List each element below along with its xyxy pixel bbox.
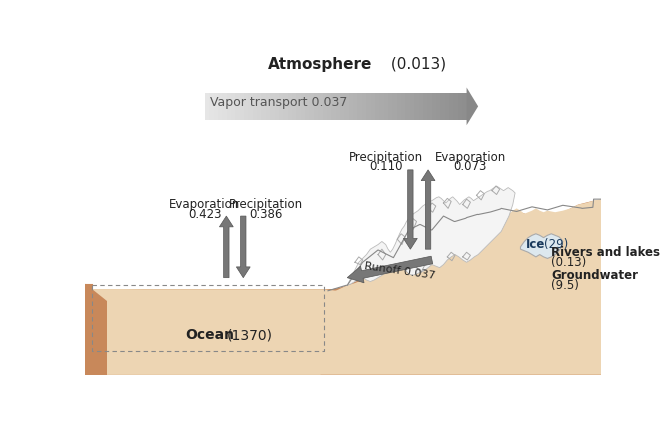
Polygon shape: [353, 93, 358, 120]
Polygon shape: [458, 93, 462, 120]
Polygon shape: [214, 93, 218, 120]
Polygon shape: [305, 93, 310, 120]
FancyArrow shape: [403, 170, 417, 249]
Polygon shape: [86, 359, 601, 375]
Polygon shape: [347, 186, 515, 285]
Polygon shape: [445, 93, 449, 120]
Polygon shape: [310, 93, 314, 120]
Polygon shape: [249, 93, 253, 120]
Polygon shape: [209, 93, 214, 120]
Text: Ocean: Ocean: [186, 328, 234, 342]
Polygon shape: [275, 93, 279, 120]
Text: (0.013): (0.013): [386, 57, 446, 72]
Polygon shape: [344, 93, 349, 120]
Polygon shape: [92, 289, 362, 375]
Polygon shape: [92, 289, 107, 375]
Text: Evaporation: Evaporation: [435, 151, 506, 164]
Polygon shape: [222, 93, 226, 120]
Polygon shape: [327, 93, 331, 120]
Text: 0.110: 0.110: [369, 160, 403, 173]
Polygon shape: [240, 93, 244, 120]
Polygon shape: [454, 93, 458, 120]
Polygon shape: [436, 93, 440, 120]
Polygon shape: [449, 93, 454, 120]
Polygon shape: [371, 93, 375, 120]
Polygon shape: [92, 199, 601, 375]
FancyArrow shape: [347, 256, 433, 283]
Polygon shape: [375, 93, 379, 120]
Polygon shape: [362, 93, 366, 120]
Polygon shape: [466, 88, 478, 125]
FancyArrow shape: [219, 216, 233, 278]
Polygon shape: [266, 93, 270, 120]
Polygon shape: [253, 93, 257, 120]
Polygon shape: [431, 93, 436, 120]
Polygon shape: [296, 93, 301, 120]
Text: (9.5): (9.5): [551, 279, 579, 292]
Text: Rivers and lakes: Rivers and lakes: [551, 246, 660, 259]
Polygon shape: [384, 93, 388, 120]
Polygon shape: [427, 93, 431, 120]
Text: Ice: Ice: [526, 238, 545, 251]
Text: Precipitation: Precipitation: [348, 151, 423, 164]
Polygon shape: [405, 93, 410, 120]
Polygon shape: [292, 93, 296, 120]
Polygon shape: [419, 93, 423, 120]
Text: 0.386: 0.386: [250, 208, 283, 221]
Polygon shape: [379, 93, 384, 120]
Polygon shape: [226, 93, 231, 120]
Polygon shape: [336, 93, 340, 120]
Polygon shape: [349, 93, 353, 120]
Polygon shape: [462, 93, 466, 120]
Text: 0.073: 0.073: [454, 160, 487, 173]
Text: (1370): (1370): [226, 328, 272, 342]
Polygon shape: [235, 93, 240, 120]
Polygon shape: [322, 93, 327, 120]
Polygon shape: [86, 201, 601, 375]
Polygon shape: [440, 93, 445, 120]
Polygon shape: [366, 93, 371, 120]
Text: Vapor transport 0.037: Vapor transport 0.037: [210, 96, 348, 109]
Polygon shape: [410, 93, 414, 120]
Polygon shape: [244, 93, 249, 120]
Polygon shape: [393, 93, 397, 120]
Polygon shape: [231, 93, 235, 120]
Polygon shape: [423, 93, 427, 120]
Text: Groundwater: Groundwater: [551, 269, 639, 282]
Polygon shape: [397, 93, 401, 120]
Polygon shape: [301, 93, 305, 120]
Polygon shape: [287, 93, 292, 120]
Text: 0.423: 0.423: [188, 208, 222, 221]
Polygon shape: [521, 234, 563, 258]
Text: Evaporation: Evaporation: [169, 198, 241, 211]
Polygon shape: [318, 93, 322, 120]
Polygon shape: [279, 93, 283, 120]
Polygon shape: [270, 93, 275, 120]
Polygon shape: [261, 93, 266, 120]
Polygon shape: [218, 93, 222, 120]
Text: Runoff 0.037: Runoff 0.037: [364, 261, 436, 281]
Polygon shape: [414, 93, 419, 120]
Polygon shape: [388, 93, 393, 120]
Polygon shape: [86, 289, 601, 375]
Text: (0.13): (0.13): [551, 256, 586, 269]
Polygon shape: [283, 93, 287, 120]
Polygon shape: [358, 93, 362, 120]
Polygon shape: [92, 305, 109, 375]
FancyArrow shape: [421, 170, 435, 249]
Polygon shape: [314, 93, 318, 120]
Text: Atmosphere: Atmosphere: [268, 57, 373, 72]
Polygon shape: [401, 93, 405, 120]
Polygon shape: [331, 93, 336, 120]
Polygon shape: [205, 93, 209, 120]
Polygon shape: [340, 93, 344, 120]
Polygon shape: [86, 285, 92, 375]
Text: Precipitation: Precipitation: [229, 198, 304, 211]
Polygon shape: [257, 93, 261, 120]
FancyArrow shape: [237, 216, 250, 278]
Text: (29): (29): [544, 238, 569, 251]
